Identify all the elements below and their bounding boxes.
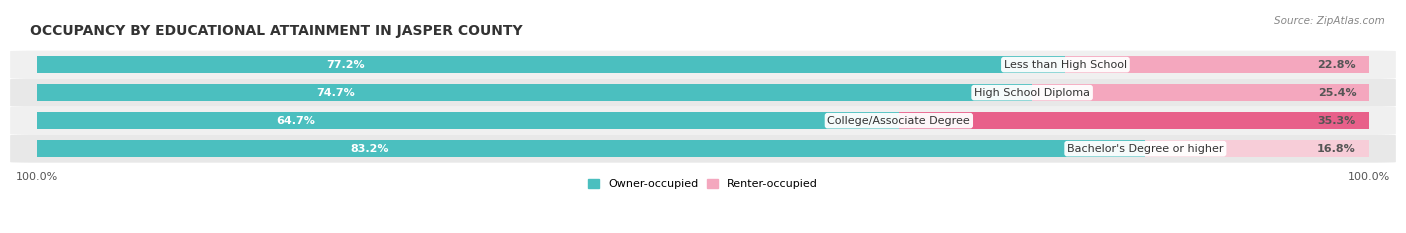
Text: 35.3%: 35.3% [1317,116,1355,126]
Bar [37,84,1032,101]
Text: 25.4%: 25.4% [1319,88,1357,98]
FancyBboxPatch shape [10,79,1396,107]
Text: 22.8%: 22.8% [1317,60,1355,70]
Bar [898,112,1369,129]
Text: Less than High School: Less than High School [1004,60,1128,70]
FancyBboxPatch shape [10,135,1396,163]
Text: 77.2%: 77.2% [326,60,364,70]
FancyBboxPatch shape [10,51,1396,79]
Bar [37,112,898,129]
Text: 74.7%: 74.7% [316,88,354,98]
Bar [1066,56,1369,73]
Text: 83.2%: 83.2% [350,144,388,154]
Bar [1146,140,1369,157]
Bar [1032,84,1371,101]
Text: OCCUPANCY BY EDUCATIONAL ATTAINMENT IN JASPER COUNTY: OCCUPANCY BY EDUCATIONAL ATTAINMENT IN J… [30,24,523,38]
Text: Bachelor's Degree or higher: Bachelor's Degree or higher [1067,144,1223,154]
Text: College/Associate Degree: College/Associate Degree [828,116,970,126]
Bar [37,140,1146,157]
Bar [37,56,1066,73]
Text: High School Diploma: High School Diploma [974,88,1090,98]
Text: Source: ZipAtlas.com: Source: ZipAtlas.com [1274,16,1385,26]
Text: 64.7%: 64.7% [276,116,315,126]
Legend: Owner-occupied, Renter-occupied: Owner-occupied, Renter-occupied [583,174,823,193]
FancyBboxPatch shape [10,107,1396,135]
Text: 16.8%: 16.8% [1317,144,1355,154]
